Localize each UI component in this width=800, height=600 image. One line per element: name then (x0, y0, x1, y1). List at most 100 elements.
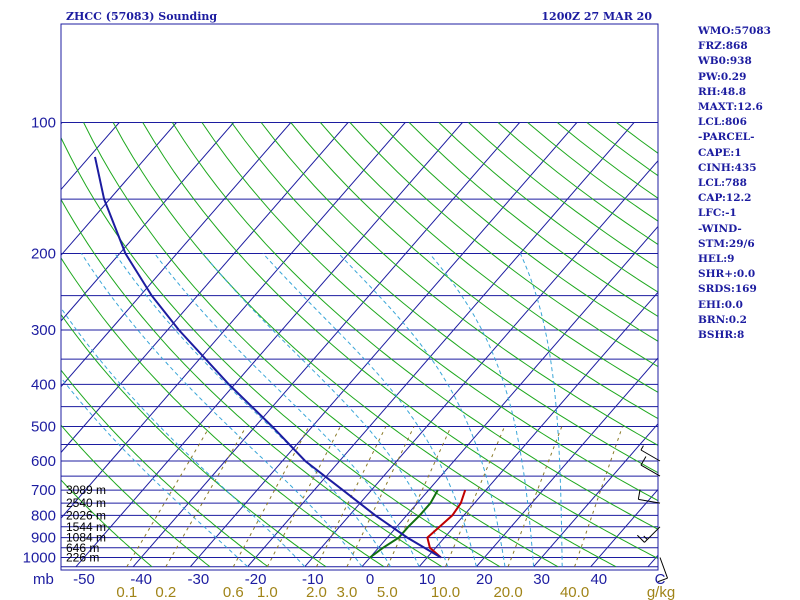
wind-barb (640, 445, 661, 462)
wind-barb-flag (637, 534, 645, 543)
mixing-ratio-label: 10.0 (431, 584, 460, 600)
mixing-ratio-label: 40.0 (560, 584, 589, 600)
stat-item: SRDS:169 (698, 283, 757, 296)
dry-adiabat (290, 122, 658, 420)
isotherm (247, 122, 635, 568)
moist-adiabat (519, 253, 563, 567)
stat-item: HEL:9 (698, 253, 735, 266)
mixing-ratio-line (232, 426, 310, 567)
isotherm (132, 122, 521, 568)
dry-adiabat (61, 198, 443, 568)
moist-adiabat (429, 253, 535, 567)
pressure-tick-label: 600 (31, 453, 56, 470)
stat-item: -WIND- (698, 222, 742, 235)
isotherm (0, 123, 5, 567)
stat-item: LCL:806 (698, 116, 747, 129)
isotherm (75, 122, 463, 568)
temperature-tick-label: -40 (130, 571, 152, 588)
pressure-tick-label: 100 (31, 115, 56, 132)
stat-item: RH:48.8 (698, 85, 747, 98)
mixing-ratio-label: 0.1 (116, 584, 137, 600)
wind-barb (637, 526, 661, 543)
temperature-unit-label: C (655, 571, 666, 588)
stat-item: PW:0.29 (698, 70, 747, 83)
wind-barb (640, 456, 661, 477)
stat-item: FRZ:868 (698, 40, 748, 53)
temperature-tick-label: -30 (188, 571, 210, 588)
stat-item: CAPE:1 (698, 146, 742, 159)
height-label: 2026 m (66, 508, 106, 522)
isotherm (61, 122, 177, 256)
wind-barb (657, 557, 668, 583)
height-label: 2540 m (66, 496, 106, 510)
isotherm (418, 291, 658, 568)
dry-adiabat (142, 122, 658, 560)
pressure-tick-label: 400 (31, 376, 56, 393)
wind-barb (637, 489, 661, 504)
mixing-ratio-line (346, 426, 415, 567)
height-label: 226 m (66, 551, 99, 565)
wind-barb-staff (659, 557, 668, 579)
height-label: 646 m (66, 541, 99, 555)
dry-adiabat (61, 136, 501, 568)
dry-adiabat (231, 122, 658, 474)
temperature-tick-label: 30 (533, 571, 550, 588)
stat-item: WMO:57083 (698, 25, 771, 37)
moist-adiabat (61, 307, 306, 568)
isotherm (61, 122, 235, 322)
plot-frame (60, 23, 659, 571)
dry-adiabat (61, 424, 211, 568)
stats-panel: WMO:57083 FRZ:868 WB0:938 PW:0.29 RH:48.8 MAX… (698, 24, 798, 343)
dry-adiabat (83, 122, 559, 568)
station-title: ZHCC (57083) Sounding (66, 10, 217, 23)
wind-barb-flag (657, 577, 668, 583)
temperature-profile (426, 489, 467, 559)
stat-item: MAXT:12.6 (698, 101, 763, 114)
wind-barb-staff (640, 449, 661, 462)
pressure-tick-label: 1000 (23, 550, 56, 567)
temperature-tick-label: -20 (245, 571, 267, 588)
stat-item: LFC:-1 (698, 207, 737, 220)
wind-barb-staff (638, 498, 661, 504)
temperature-tick-label: 40 (590, 571, 607, 588)
moist-adiabat (80, 253, 363, 568)
stat-item: -PARCEL- (698, 131, 755, 144)
moist-adiabat (202, 253, 449, 567)
isotherm (590, 488, 658, 568)
pressure-tick-label: 200 (31, 245, 56, 262)
moist-adiabat (154, 253, 420, 567)
stat-item: WB0:938 (698, 55, 752, 68)
temperature-tick-label: 10 (419, 571, 436, 588)
mixing-ratio-line (165, 426, 247, 567)
mixing-ratio-line (445, 426, 506, 567)
dry-adiabat (61, 479, 153, 568)
isotherm (533, 422, 658, 568)
moist-adiabat (338, 253, 506, 567)
stat-item: SHR+:0.0 (698, 268, 756, 281)
isotherm (476, 357, 658, 568)
dewpoint-profile (369, 489, 439, 559)
wind-barb-flag (637, 489, 641, 500)
dry-adiabat (408, 122, 658, 318)
wind-barb-flag (643, 535, 648, 540)
height-label: 3089 m (66, 483, 106, 497)
mixing-ratio-label: 2.0 (306, 584, 327, 600)
chart-grid (0, 122, 658, 568)
mixing-ratio-label: 3.0 (337, 584, 358, 600)
pressure-tick-label: 900 (31, 530, 56, 547)
temperature-tick-label: 20 (476, 571, 493, 588)
moist-adiabat (114, 253, 392, 567)
isotherm (361, 225, 658, 568)
sounding-time: 1200Z 27 MAR 20 (541, 10, 652, 23)
dry-adiabat (61, 369, 269, 568)
moist-adiabat (262, 253, 477, 567)
stat-item: EHI:0.0 (698, 298, 743, 311)
mixing-ratio-line (126, 426, 211, 567)
temperature-tick-label: 0 (366, 571, 374, 588)
height-label: 1544 m (66, 520, 106, 534)
pressure-tick-label: 300 (31, 322, 56, 339)
stat-item: BSHR:8 (698, 329, 745, 342)
pressure-tick-label: 700 (31, 482, 56, 499)
dry-adiabat (112, 122, 617, 568)
